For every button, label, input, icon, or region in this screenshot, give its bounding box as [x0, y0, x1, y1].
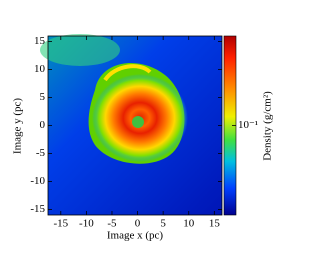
chart: Image x (pc) Image y (pc) Density (g/cm²… — [12, 34, 274, 242]
x-axis-label: Image x (pc) — [107, 230, 164, 242]
x-tick-label: 10 — [183, 218, 195, 230]
x-tick-label: 0 — [135, 218, 141, 230]
page: Image x (pc) Image y (pc) Density (g/cm²… — [11, 34, 274, 242]
y-tick-label: 5 — [40, 91, 46, 103]
x-tick-label: 5 — [160, 218, 166, 230]
image-center — [132, 116, 144, 128]
y-tick-label: 15 — [34, 35, 46, 47]
x-tick-label: -15 — [53, 218, 68, 230]
colorbar-label: Density (g/cm²) — [262, 91, 274, 161]
image-arm — [103, 64, 152, 82]
y-tick-label: 10 — [34, 63, 46, 75]
x-tick-label: -10 — [79, 218, 94, 230]
y-tick-label: -5 — [36, 147, 46, 159]
y-tick-label: -15 — [30, 203, 45, 215]
x-tick-label: -5 — [107, 218, 117, 230]
x-tick-label: 15 — [209, 218, 221, 230]
y-tick-label: 0 — [40, 119, 46, 131]
y-tick-label: -10 — [30, 175, 45, 187]
y-axis-label: Image y (pc) — [12, 98, 24, 155]
density-image — [40, 34, 222, 215]
image-blob — [40, 34, 120, 66]
colorbar-tick-label: 10⁻¹ — [238, 119, 258, 131]
